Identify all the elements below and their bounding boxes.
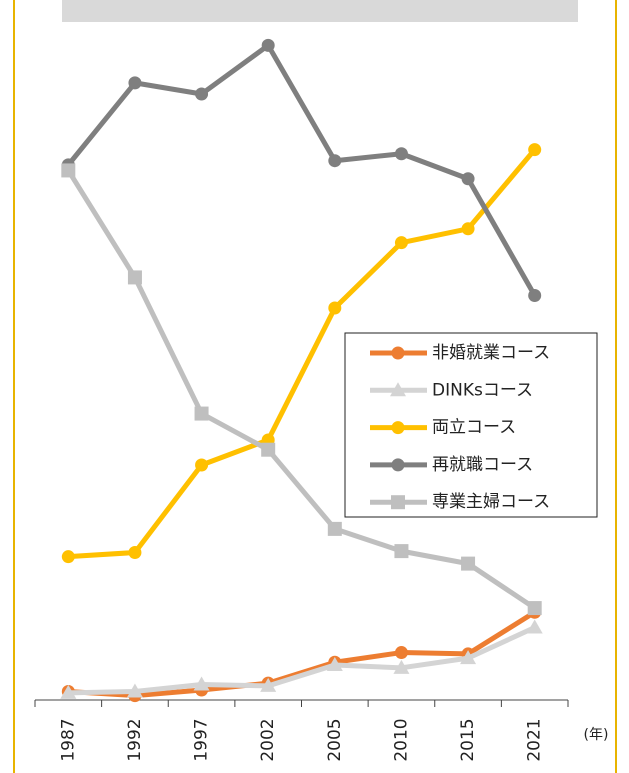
data-point bbox=[461, 556, 476, 571]
x-tick-label: 1997 bbox=[192, 718, 212, 761]
data-point bbox=[195, 87, 209, 101]
data-point bbox=[261, 442, 276, 457]
legend-marker bbox=[391, 458, 405, 472]
data-point bbox=[126, 683, 143, 698]
data-point bbox=[193, 676, 210, 691]
data-point bbox=[328, 154, 342, 168]
data-point bbox=[394, 147, 408, 161]
data-point bbox=[461, 172, 475, 186]
data-point bbox=[127, 270, 142, 285]
data-point bbox=[261, 38, 275, 52]
data-point bbox=[528, 288, 542, 302]
legend-label: 専業主婦コース bbox=[432, 492, 550, 512]
legend-marker bbox=[391, 346, 405, 360]
data-point bbox=[327, 521, 342, 536]
data-point bbox=[394, 236, 408, 250]
data-point bbox=[260, 677, 277, 692]
legend-marker bbox=[390, 382, 406, 397]
legend-marker bbox=[391, 495, 405, 510]
x-tick-label: 2015 bbox=[458, 718, 478, 761]
data-point bbox=[528, 143, 542, 157]
legend-label: DINKsコース bbox=[432, 380, 533, 400]
series-line bbox=[68, 625, 536, 696]
title-bar bbox=[62, 0, 578, 22]
series-line bbox=[66, 42, 537, 297]
data-point bbox=[460, 650, 477, 665]
x-tick-label: 1992 bbox=[125, 718, 145, 761]
data-point bbox=[61, 550, 75, 564]
legend-box bbox=[344, 332, 598, 518]
data-point bbox=[461, 222, 475, 236]
data-point bbox=[394, 646, 408, 660]
legend-marker bbox=[391, 421, 405, 435]
data-point bbox=[394, 544, 409, 559]
data-point bbox=[195, 458, 209, 472]
x-tick-label: 2021 bbox=[525, 718, 545, 761]
data-point bbox=[526, 619, 543, 634]
data-point bbox=[527, 601, 542, 616]
x-tick-label: 1987 bbox=[58, 718, 78, 761]
x-tick-label: 2010 bbox=[391, 718, 411, 761]
x-unit: (年) bbox=[584, 727, 609, 743]
legend-label: 非婚就業コース bbox=[432, 343, 550, 363]
x-tick-label: 2002 bbox=[258, 718, 278, 761]
x-tick-label: 2005 bbox=[325, 718, 345, 761]
legend-label: 両立コース bbox=[432, 418, 516, 438]
data-point bbox=[61, 163, 76, 178]
data-point bbox=[60, 684, 77, 699]
series-line bbox=[66, 169, 537, 611]
series-line bbox=[68, 610, 537, 699]
data-point bbox=[128, 76, 142, 90]
data-point bbox=[328, 301, 342, 315]
data-point bbox=[128, 546, 142, 560]
series-line bbox=[68, 147, 537, 560]
data-point bbox=[393, 659, 410, 674]
data-point bbox=[326, 657, 343, 672]
data-point bbox=[194, 406, 209, 421]
legend-label: 再就職コース bbox=[432, 455, 533, 475]
